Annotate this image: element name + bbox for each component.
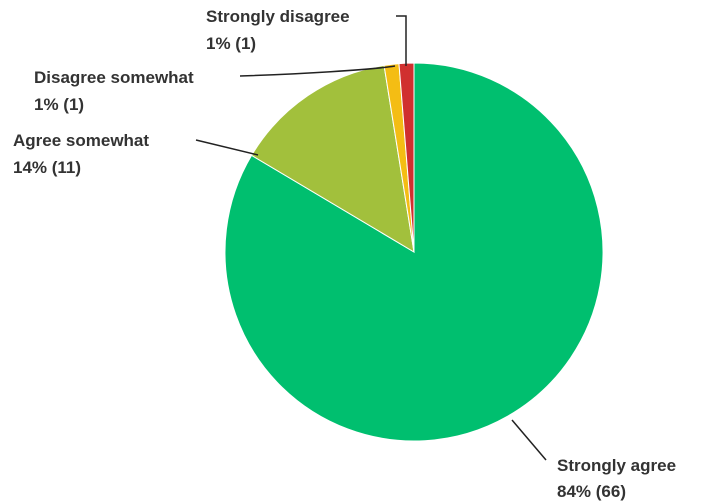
pie-slices — [224, 62, 604, 442]
leader-lines — [195, 15, 547, 461]
slice-value-strongly-agree: 84% (66) — [557, 482, 626, 501]
slice-value-agree-somewhat: 14% (11) — [13, 158, 81, 177]
slice-label-agree-somewhat: Agree somewhat — [13, 131, 149, 150]
leader-line-strongly-agree — [511, 419, 547, 461]
leader-line-strongly-disagree — [396, 15, 407, 66]
leader-line-disagree-somewhat — [239, 65, 396, 77]
slice-label-disagree-somewhat: Disagree somewhat — [34, 68, 194, 87]
pie-slice-agree-somewhat — [250, 64, 415, 253]
slice-label-strongly-disagree: Strongly disagree — [206, 7, 350, 26]
slice-value-strongly-disagree: 1% (1) — [206, 34, 256, 53]
slice-label-strongly-agree: Strongly agree — [557, 456, 676, 475]
slice-labels: Strongly agree 84% (66) Agree somewhat 14% … — [13, 7, 676, 501]
slice-value-disagree-somewhat: 1% (1) — [34, 95, 84, 114]
leader-line-agree-somewhat — [195, 139, 259, 156]
